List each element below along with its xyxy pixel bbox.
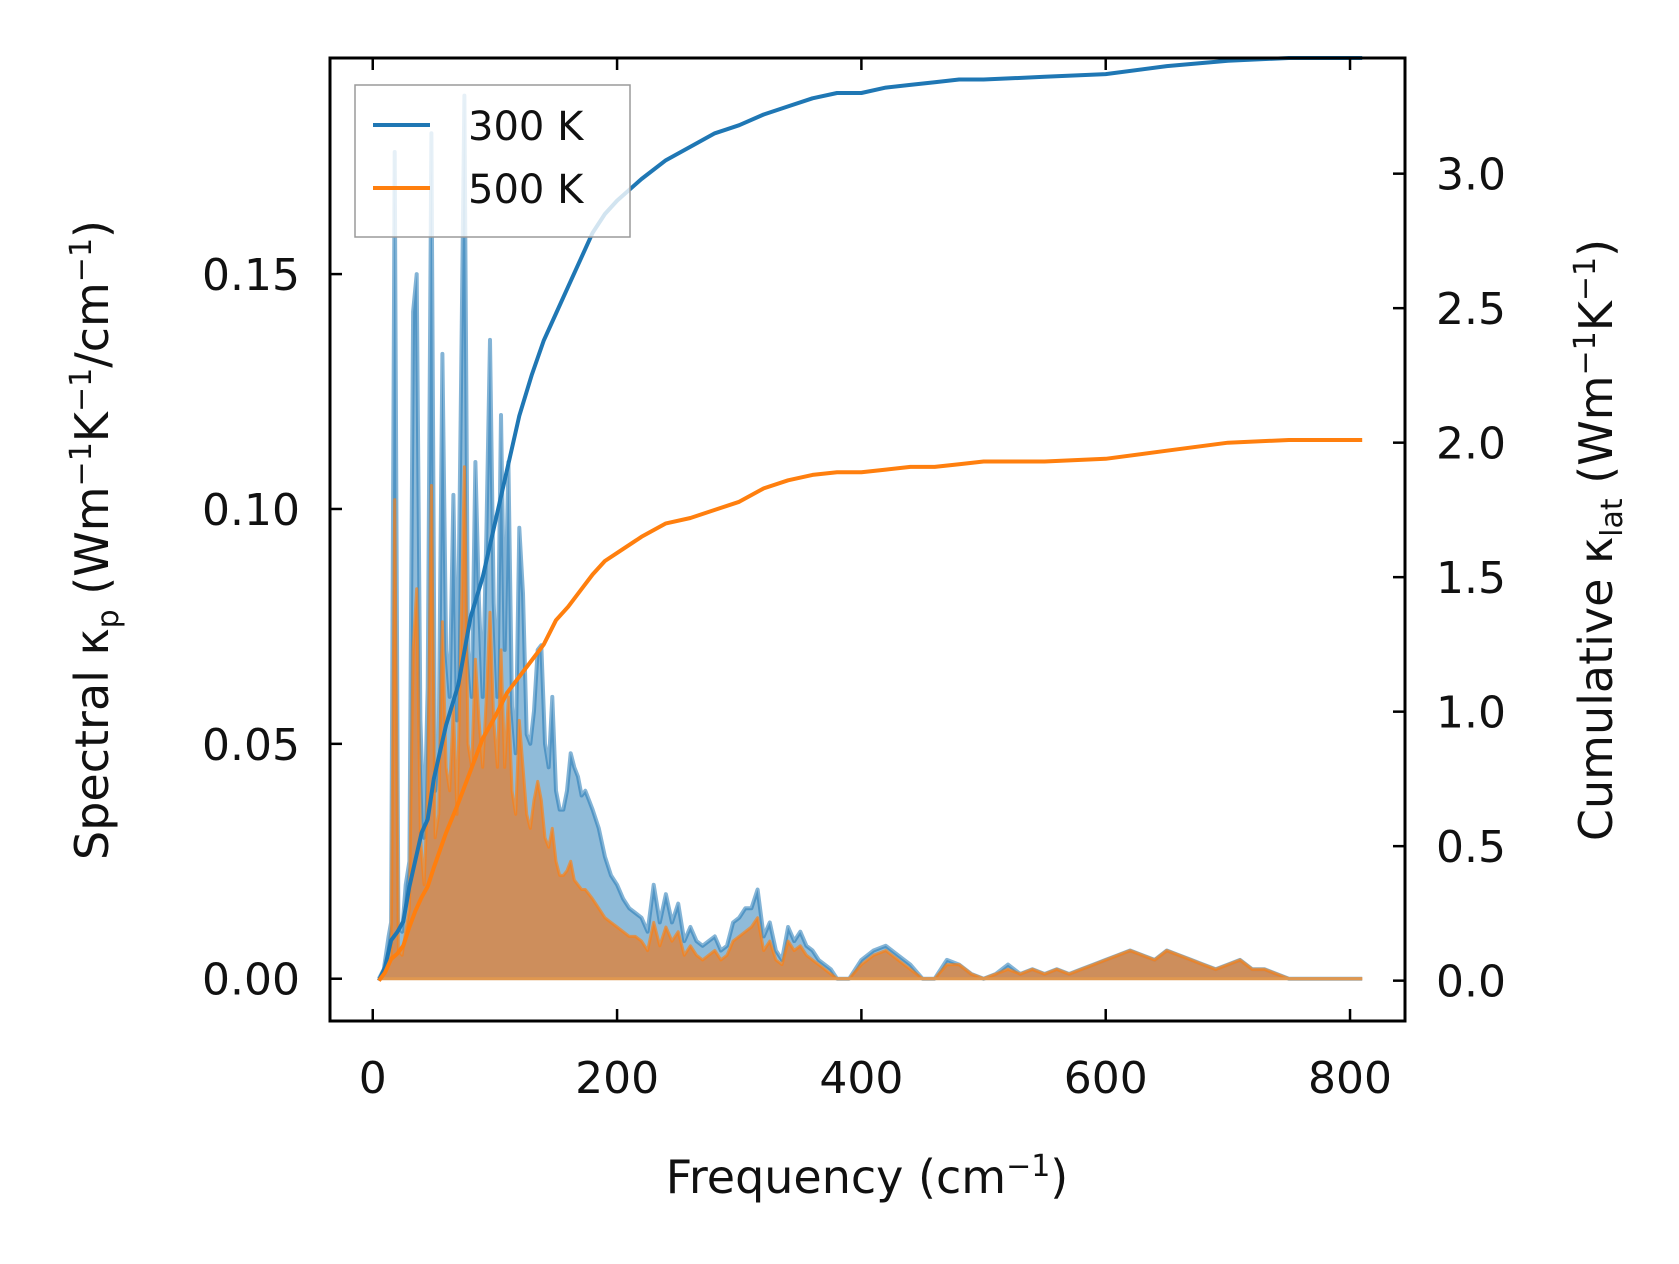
y-tick-label-right: 2.5	[1436, 284, 1506, 335]
y-axis-label-right: Cumulative κlat (Wm−1K−1)	[1568, 239, 1630, 841]
y-tick-label-left: 0.00	[202, 955, 300, 1006]
spectral-area-500k	[378, 466, 1363, 979]
legend: 300 K 500 K	[354, 84, 631, 238]
y-tick-label-right: 0.5	[1436, 822, 1506, 873]
x-axis-label: Frequency (cm−1)	[666, 1149, 1069, 1204]
plot-frame	[328, 56, 1407, 1023]
x-tick-label: 400	[819, 1053, 903, 1104]
y-tick-label-left: 0.05	[202, 720, 300, 771]
y-tick-label-right: 2.0	[1436, 419, 1506, 470]
x-tick-label: 0	[359, 1053, 387, 1104]
y-tick-label-right: 1.0	[1436, 688, 1506, 739]
legend-box	[354, 84, 631, 238]
y-axis-label-left: Spectral κp (Wm−1K−1/cm−1)	[64, 220, 126, 860]
y-tick-label-left: 0.10	[202, 485, 300, 536]
y-tick-label-right: 0.0	[1436, 957, 1506, 1008]
spectral-line-500k	[377, 465, 1363, 981]
spectral-area-layer	[377, 93, 1363, 981]
cumulative-line-500k	[377, 438, 1363, 982]
legend-label-300k: 300 K	[468, 104, 585, 150]
x-tick-label: 200	[575, 1053, 659, 1104]
y-tick-label-right: 1.5	[1436, 553, 1506, 604]
y-tick-label-left: 0.15	[202, 250, 300, 301]
tick-layer: 0 200 400 600 800 0.00 0.05 0.10 0.15 0.0 0.5 1.0 1.…	[202, 58, 1506, 1104]
x-tick-label: 800	[1308, 1053, 1392, 1104]
x-tick-label: 600	[1064, 1053, 1148, 1104]
y-tick-label-right: 3.0	[1436, 150, 1506, 201]
legend-label-500k: 500 K	[468, 167, 585, 213]
